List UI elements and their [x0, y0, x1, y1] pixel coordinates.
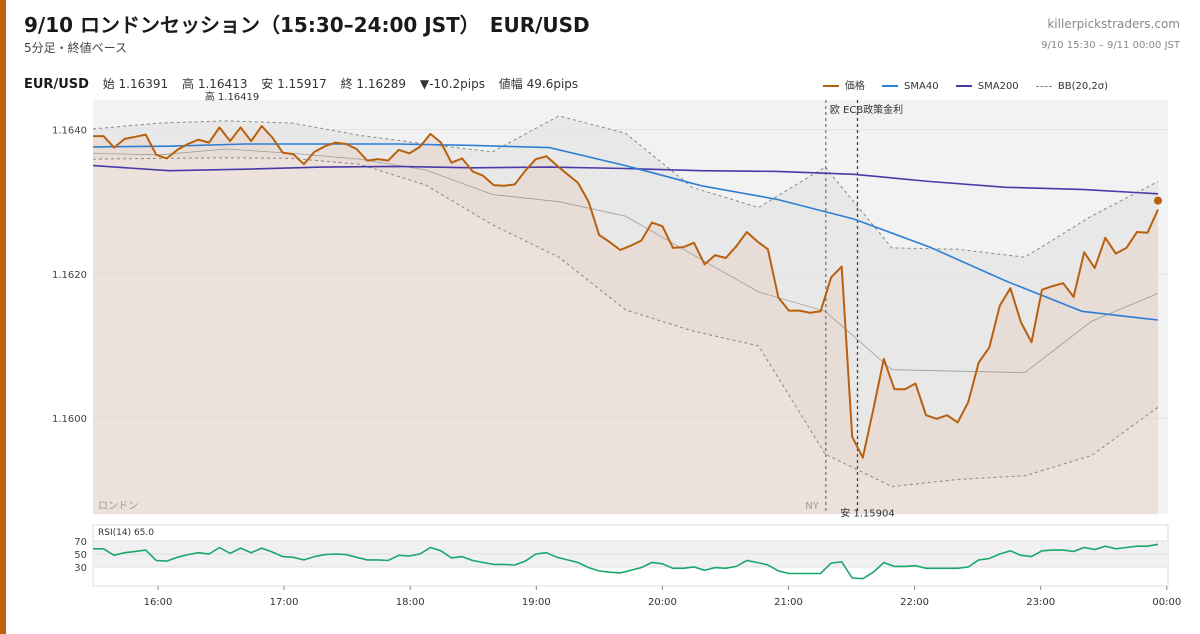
chart-title: 9/10 ロンドンセッション（15:30–24:00 JST） EUR/USD: [24, 13, 590, 37]
x-tick-label: 18:00: [396, 597, 425, 608]
stat-width: 値幅 49.6pips: [498, 77, 579, 91]
x-tick-label: 21:00: [774, 597, 803, 608]
sma200-line: [92, 164, 1159, 195]
rsi-tick-label: 50: [74, 550, 87, 561]
legend-price-swatch: [822, 85, 839, 87]
stat-low: 安 1.15917: [261, 77, 327, 91]
legend-sma40: SMA40: [882, 81, 939, 92]
price-line: [93, 125, 1159, 459]
stat-open: 始 1.16391: [102, 77, 169, 91]
accent-bar: [0, 0, 6, 634]
london-session-label: ロンドン: [98, 501, 138, 512]
rsi-line: [93, 543, 1159, 580]
site-name[interactable]: killerpickstraders.com: [1047, 17, 1180, 31]
legend-bb: BB(20,2σ): [1035, 81, 1108, 92]
stat-close: 終 1.16289: [340, 77, 407, 91]
x-tick-label: 23:00: [1026, 597, 1055, 608]
legend-sma40-label: SMA40: [904, 81, 939, 92]
y-tick-label: 1.1620: [52, 270, 87, 281]
bb-upper-line: [92, 115, 1159, 258]
bb-lower-line: [92, 157, 1159, 488]
symbol-label: EUR/USD: [24, 77, 89, 92]
rsi-tick-label: 70: [74, 537, 87, 548]
x-tick-label: 17:00: [270, 597, 299, 608]
legend-price-label: 価格: [844, 81, 865, 92]
chart-legend: 価格 SMA40 SMA200 BB(20,2σ): [809, 77, 1108, 92]
low-annotation: 安 1.15904: [840, 506, 895, 519]
legend-sma200: SMA200: [955, 81, 1019, 92]
high-annotation: 高 1.16419: [205, 90, 260, 103]
ny-session-label: NY: [805, 501, 819, 512]
rsi-tick-label: 30: [74, 563, 87, 574]
x-tick-label: 22:00: [900, 597, 929, 608]
price-area-fill: [93, 126, 1158, 514]
rsi-label: RSI(14) 65.0: [98, 528, 154, 538]
date-range: 9/10 15:30 – 9/11 00:00 JST: [1041, 40, 1180, 51]
stat-change: ▼-10.2pips: [419, 77, 485, 91]
x-tick-label: 19:00: [522, 597, 551, 608]
y-tick-label: 1.1640: [52, 126, 87, 137]
legend-sma40-swatch: [882, 85, 899, 87]
chart-subtitle: 5分足・終値ベース: [24, 41, 128, 55]
legend-sma200-label: SMA200: [977, 81, 1019, 92]
last-price-marker: [1154, 196, 1162, 205]
x-tick-label: 20:00: [648, 597, 677, 608]
legend-sma200-swatch: [955, 85, 972, 87]
x-tick-label: 00:00: [1152, 597, 1181, 608]
legend-price: 価格: [822, 77, 865, 92]
x-tick-label: 16:00: [144, 597, 173, 608]
sma40-line: [92, 143, 1159, 321]
y-tick-label: 1.1600: [52, 414, 87, 425]
bb-middle-line: [92, 148, 1159, 374]
ecb-event-label: 欧 ECB政策金利: [830, 103, 903, 116]
stats-bar: EUR/USD 始 1.16391 高 1.16413 安 1.15917 終 …: [24, 75, 588, 92]
legend-bb-swatch: [1035, 85, 1052, 87]
legend-bb-label: BB(20,2σ): [1057, 81, 1108, 92]
stat-high: 高 1.16413: [182, 77, 248, 91]
